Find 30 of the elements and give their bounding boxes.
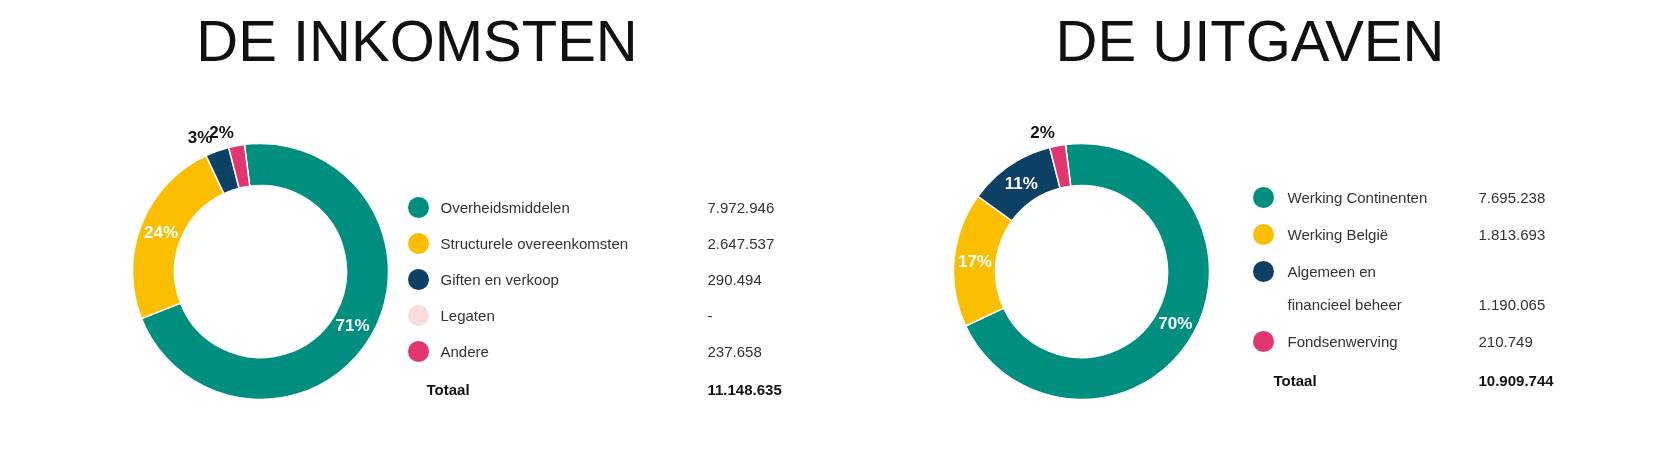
legend-label: Fondsenwerving (1287, 333, 1398, 350)
text: 7.972.946 (707, 198, 775, 216)
data-label: 24% (144, 222, 179, 242)
text: 11.148.635 (707, 380, 782, 398)
text: 210.749 (1478, 332, 1533, 350)
text: 10.909.744 (1478, 371, 1555, 389)
legend-label: Overheidsmiddelen (440, 199, 570, 216)
text: Totaal (426, 381, 470, 398)
text: 290.494 (707, 270, 762, 288)
data-label: 11% (1004, 173, 1038, 193)
data-label: 2% (1030, 122, 1055, 142)
text: - (707, 306, 713, 324)
data-label: 17% (957, 251, 992, 271)
legend-label: Giften en verkoop (440, 271, 559, 288)
legend-label: Algemeen en financieel beheer (1287, 263, 1402, 313)
text: 1.190.065 (1478, 295, 1546, 313)
data-label: 71% (335, 316, 370, 336)
chart-title: DE INKOMSTEN (196, 7, 638, 73)
legend-label: Werking Continenten (1287, 189, 1428, 206)
legend-label: Structurele overeenkomsten (440, 235, 629, 252)
data-label: 70% (1158, 313, 1193, 333)
text: Totaal (1273, 372, 1317, 389)
legend-label: Werking België (1287, 226, 1389, 243)
text: 237.658 (707, 342, 762, 360)
legend-label: Legaten (440, 307, 495, 324)
text: 1.813.693 (1478, 225, 1546, 243)
legend-label: Andere (440, 343, 489, 360)
chart-title: DE UITGAVEN (1055, 7, 1445, 73)
text: 2.647.537 (707, 234, 775, 252)
text: 7.695.238 (1478, 188, 1546, 206)
